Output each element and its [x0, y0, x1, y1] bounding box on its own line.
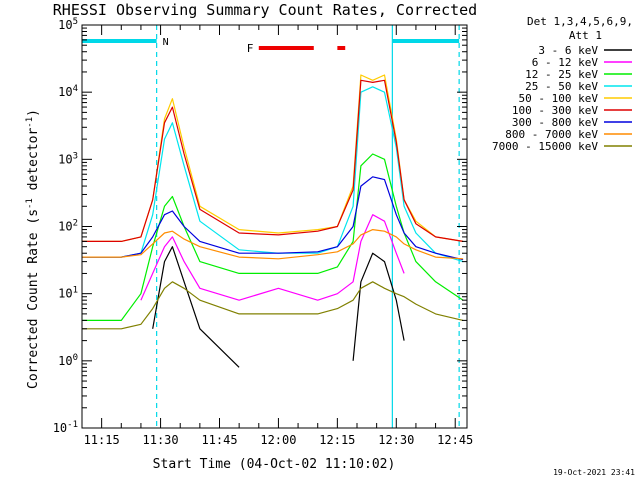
x-tick-label: 12:15 — [319, 433, 355, 447]
y-tick-base: 10 — [58, 152, 72, 166]
y-axis-label-sup2: -1 — [25, 117, 35, 128]
y-tick-exp: 4 — [73, 84, 78, 94]
chart-title: RHESSI Observing Summary Count Rates, Co… — [53, 1, 477, 19]
y-tick-label: 101 — [58, 286, 78, 301]
y-tick-exp: -1 — [67, 420, 78, 430]
legend-label: 6 - 12 keV — [532, 56, 599, 69]
flare-annotation: F — [247, 42, 254, 55]
legend-label: 7000 - 15000 keV — [492, 140, 598, 153]
y-tick-exp: 2 — [73, 219, 78, 229]
x-tick-label: 12:30 — [378, 433, 414, 447]
legend-header-line1: Det 1,3,4,5,6,9, — [527, 15, 633, 28]
legend-label: 800 - 7000 keV — [505, 128, 598, 141]
series-line — [140, 214, 405, 301]
y-axis-label-part2: detector — [26, 128, 41, 199]
series-line — [82, 74, 464, 242]
legend-label: 50 - 100 keV — [519, 92, 599, 105]
legend-header-line2: Att 1 — [569, 29, 602, 42]
y-tick-label: 100 — [58, 353, 78, 368]
y-tick-exp: 0 — [73, 353, 78, 363]
y-axis-label-part1: Corrected Count Rate (s — [26, 209, 41, 389]
x-tick-label: 11:45 — [201, 433, 237, 447]
series-line — [152, 246, 240, 368]
x-tick-label: 12:00 — [260, 433, 296, 447]
plot-frame — [81, 24, 468, 429]
y-tick-base: 10 — [58, 220, 72, 234]
x-tick-label: 11:30 — [143, 433, 179, 447]
series-line — [82, 153, 464, 321]
y-tick-exp: 3 — [73, 151, 78, 161]
series-line — [82, 176, 464, 261]
y-tick-base: 10 — [58, 18, 72, 32]
y-tick-exp: 1 — [73, 286, 78, 296]
y-axis-label: Corrected Count Rate (s-1 detector-1) — [25, 109, 41, 389]
y-tick-base: 10 — [53, 421, 67, 435]
legend-label: 25 - 50 keV — [525, 80, 598, 93]
y-tick-label: 102 — [58, 219, 78, 234]
x-axis-label: Start Time (04-Oct-02 11:10:02) — [153, 457, 396, 472]
y-tick-base: 10 — [58, 287, 72, 301]
y-tick-base: 10 — [58, 85, 72, 99]
y-tick-base: 10 — [58, 354, 72, 368]
series-line — [82, 281, 464, 330]
y-axis-label-sup1: -1 — [25, 198, 35, 209]
series-line — [82, 86, 464, 263]
timestamp: 19-Oct-2021 23:41 — [553, 468, 635, 477]
night-annotation: N — [163, 37, 169, 48]
y-tick-label: 103 — [58, 151, 78, 166]
legend-label: 12 - 25 keV — [525, 68, 598, 81]
y-axis-label-part3: ) — [26, 109, 41, 117]
y-tick-exp: 5 — [73, 17, 78, 27]
y-tick-label: 10-1 — [53, 420, 78, 435]
legend-label: 100 - 300 keV — [512, 104, 598, 117]
series-line — [352, 252, 405, 361]
legend-label: 300 - 800 keV — [512, 116, 598, 129]
x-tick-label: 11:15 — [84, 433, 120, 447]
series-line — [82, 229, 464, 260]
legend-label: 3 - 6 keV — [538, 44, 598, 57]
x-tick-label: 12:45 — [437, 433, 473, 447]
y-tick-label: 104 — [58, 84, 78, 99]
y-tick-label: 105 — [58, 17, 78, 32]
series-line — [82, 79, 464, 242]
